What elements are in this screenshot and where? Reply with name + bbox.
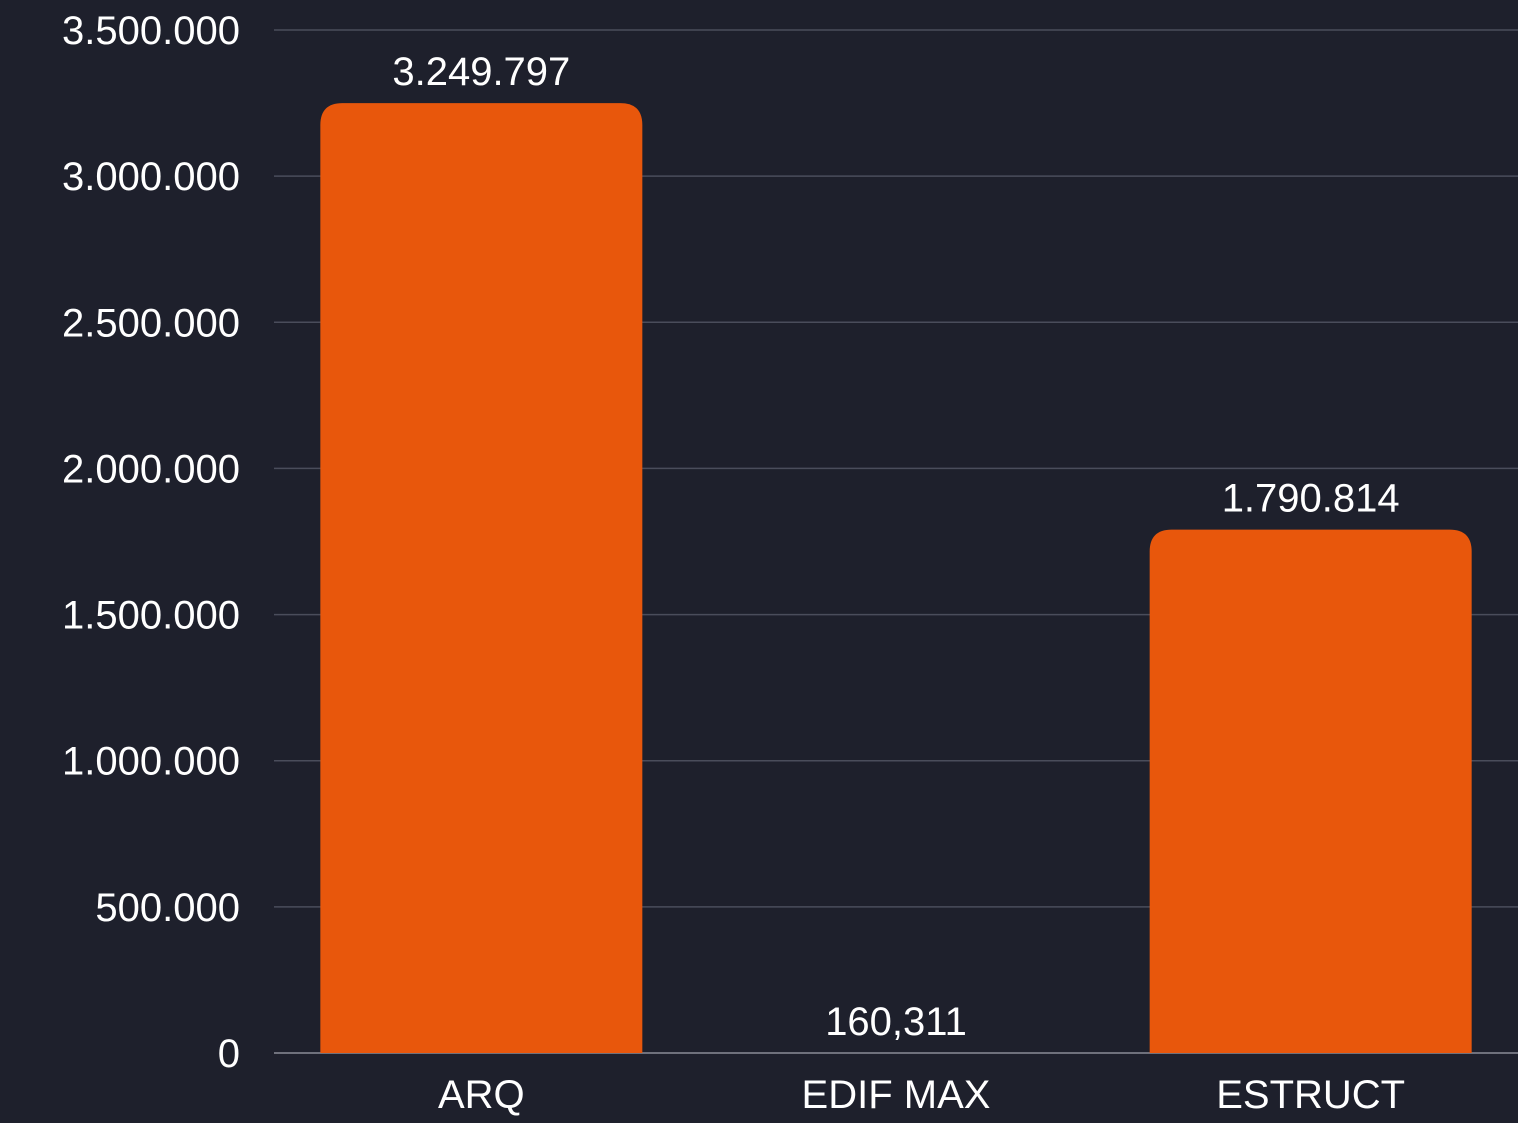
- data-labels: 3.249.797 160,311 1.790.814: [392, 50, 1399, 1044]
- data-label: 3.249.797: [392, 50, 570, 94]
- bar-estruct: [1149, 529, 1472, 1053]
- data-label: 1.790.814: [1222, 477, 1400, 521]
- y-tick-label: 3.500.000: [62, 9, 240, 53]
- y-tick-label: 500.000: [95, 886, 240, 930]
- data-label: 160,311: [825, 1000, 967, 1044]
- x-axis-category-labels: ARQ EDIF MAX ESTRUCT: [438, 1073, 1405, 1117]
- y-tick-label: 0: [218, 1032, 240, 1076]
- y-tick-label: 2.500.000: [62, 301, 240, 345]
- y-tick-label: 3.000.000: [62, 155, 240, 199]
- bars: [320, 103, 1472, 1054]
- y-tick-label: 2.000.000: [62, 447, 240, 491]
- x-category-label: EDIF MAX: [802, 1073, 991, 1117]
- y-tick-label: 1.500.000: [62, 594, 240, 638]
- x-category-label: ARQ: [438, 1073, 525, 1117]
- bar-arq: [320, 103, 643, 1054]
- x-category-label: ESTRUCT: [1216, 1073, 1405, 1117]
- y-tick-label: 1.000.000: [62, 740, 240, 784]
- y-axis-tick-labels: 0 500.000 1.000.000 1.500.000 2.000.000 2.500…: [62, 9, 240, 1076]
